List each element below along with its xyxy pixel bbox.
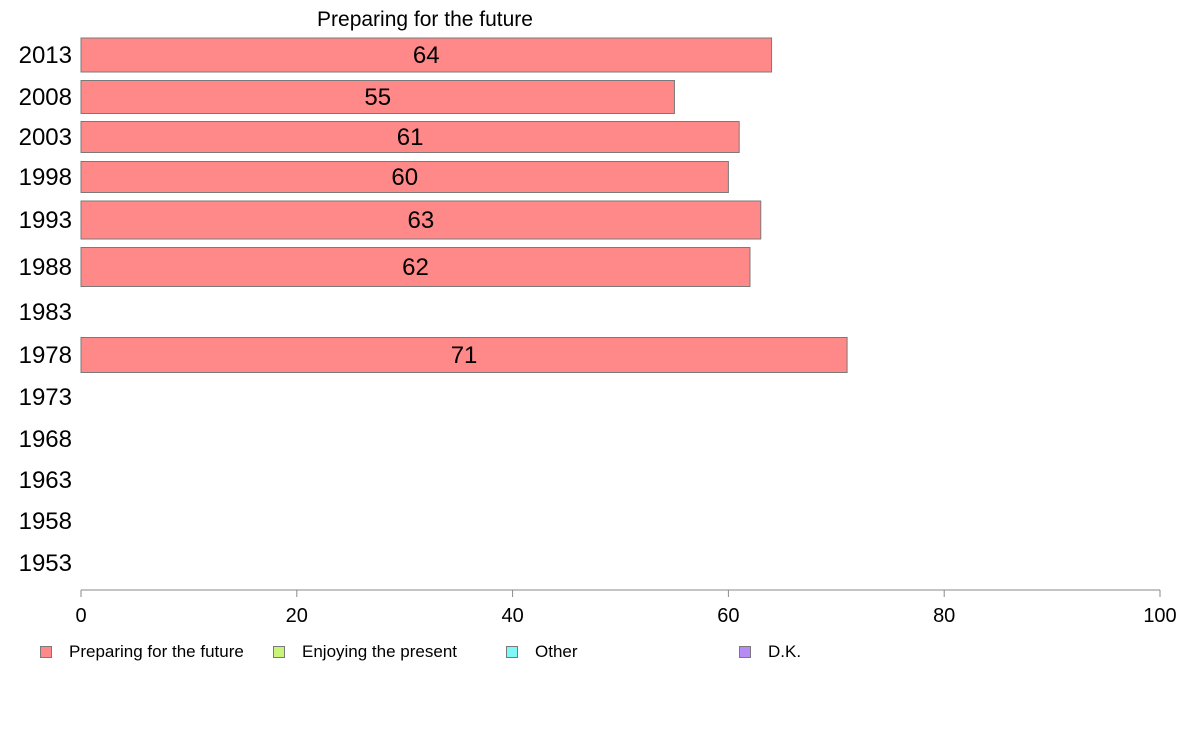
data-label-1993: 63 xyxy=(408,207,435,234)
bar-2008 xyxy=(80,80,675,114)
y-tick-label-1958: 1958 xyxy=(19,508,72,535)
bar-1993 xyxy=(80,200,762,240)
legend-label-preparing: Preparing for the future xyxy=(69,642,244,661)
x-axis: 0 20 40 60 80 100 xyxy=(75,589,1177,627)
x-tick-label-0: 0 xyxy=(75,605,86,627)
legend-item-enjoying: Enjoying the present xyxy=(273,642,457,662)
legend: Preparing for the future Enjoying the pr… xyxy=(40,642,1140,664)
y-tick-label-1978: 1978 xyxy=(19,342,72,369)
legend-swatch-preparing xyxy=(40,646,52,658)
x-tick-label-80: 80 xyxy=(933,605,955,627)
data-label-2013: 64 xyxy=(413,42,440,69)
data-label-1978: 71 xyxy=(451,342,478,369)
y-axis-labels: 2013 2008 2003 1998 1993 1988 1983 1978 1973 1968… xyxy=(19,42,72,577)
bar-2013 xyxy=(80,37,773,73)
legend-swatch-enjoying xyxy=(273,646,285,658)
y-tick-label-1963: 1963 xyxy=(19,467,72,494)
y-tick-label-1993: 1993 xyxy=(19,207,72,234)
data-label-2003: 61 xyxy=(397,124,424,151)
y-tick-label-1983: 1983 xyxy=(19,299,72,326)
y-tick-label-2003: 2003 xyxy=(19,124,72,151)
chart-title: Preparing for the future xyxy=(317,8,533,31)
bar-1978 xyxy=(80,337,848,373)
legend-item-other: Other xyxy=(506,642,578,662)
y-tick-label-2013: 2013 xyxy=(19,42,72,69)
bar-1988 xyxy=(80,247,751,287)
x-tick-label-100: 100 xyxy=(1143,605,1176,627)
legend-label-dk: D.K. xyxy=(768,642,802,661)
y-tick-label-1998: 1998 xyxy=(19,164,72,191)
legend-label-enjoying: Enjoying the present xyxy=(302,642,457,661)
y-tick-label-1968: 1968 xyxy=(19,426,72,453)
legend-swatch-dk xyxy=(739,646,751,658)
bar-1998 xyxy=(80,161,729,193)
bar-2003 xyxy=(80,121,740,153)
x-tick-label-40: 40 xyxy=(501,605,523,627)
data-label-1988: 62 xyxy=(402,254,429,281)
legend-swatch-other xyxy=(506,646,518,658)
y-tick-label-1973: 1973 xyxy=(19,384,72,411)
legend-item-preparing: Preparing for the future xyxy=(40,642,244,662)
data-label-1998: 60 xyxy=(391,164,418,191)
legend-label-other: Other xyxy=(535,642,578,661)
y-tick-label-1988: 1988 xyxy=(19,254,72,281)
data-label-2008: 55 xyxy=(364,84,391,111)
x-tick-label-20: 20 xyxy=(286,605,308,627)
legend-item-dk: D.K. xyxy=(739,642,801,662)
x-tick-label-60: 60 xyxy=(717,605,739,627)
y-tick-label-1953: 1953 xyxy=(19,550,72,577)
y-tick-label-2008: 2008 xyxy=(19,84,72,111)
